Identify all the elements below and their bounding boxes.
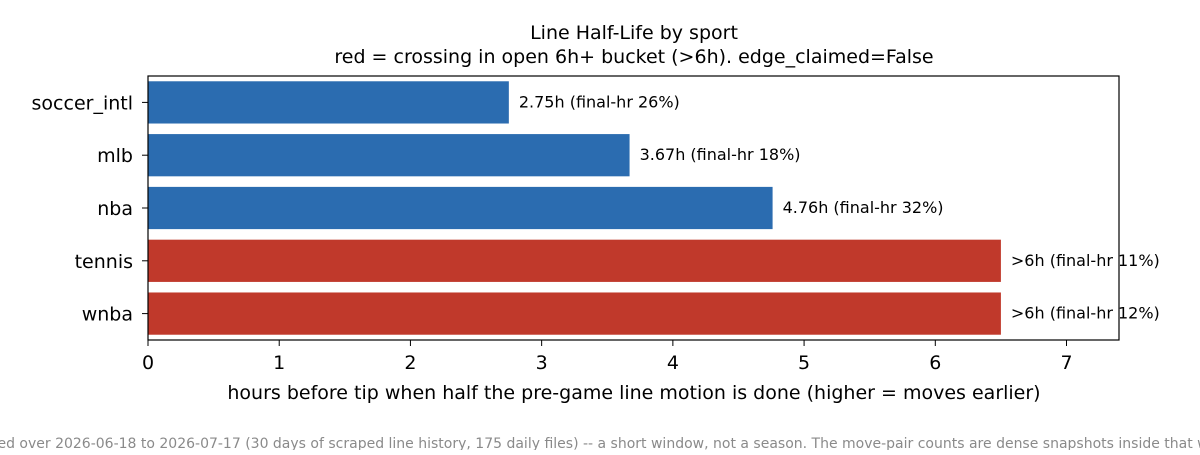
x-tick-label-6: 6 — [929, 352, 941, 374]
x-axis-label: hours before tip when half the pre-game … — [227, 382, 1040, 404]
bar-label-nba: 4.76h (final-hr 32%) — [783, 198, 944, 217]
x-tick-label-4: 4 — [667, 352, 679, 374]
bar-label-mlb: 3.67h (final-hr 18%) — [640, 145, 801, 164]
chart-subtitle: red = crossing in open 6h+ bucket (>6h).… — [334, 46, 933, 68]
y-tick-label-wnba: wnba — [82, 304, 133, 326]
chart-title: Line Half-Life by sport — [530, 22, 738, 44]
footnote: Measured over 2026-06-18 to 2026-07-17 (… — [0, 436, 1200, 450]
bar-wnba — [148, 292, 1001, 335]
x-tick-label-1: 1 — [273, 352, 285, 374]
bar-label-wnba: >6h (final-hr 12%) — [1011, 304, 1160, 323]
y-tick-label-tennis: tennis — [75, 251, 133, 273]
x-tick-label-0: 0 — [142, 352, 154, 374]
y-tick-label-nba: nba — [97, 198, 133, 220]
bar-nba — [148, 186, 773, 230]
y-tick-label-mlb: mlb — [97, 145, 133, 167]
x-tick-label-5: 5 — [798, 352, 810, 374]
plot-area: 2.75h (final-hr 26%) soccer_intl 3.67h (fi… — [32, 81, 1160, 374]
y-tick-label-soccer_intl: soccer_intl — [32, 92, 133, 114]
bar-mlb — [148, 134, 630, 177]
bar-soccer_intl — [148, 81, 509, 124]
x-tick-label-2: 2 — [404, 352, 416, 374]
x-tick-label-7: 7 — [1060, 352, 1072, 374]
bar-label-tennis: >6h (final-hr 11%) — [1011, 251, 1160, 270]
plot-frame — [147, 75, 1120, 341]
x-tick-label-3: 3 — [536, 352, 548, 374]
bar-tennis — [148, 239, 1001, 282]
bar-label-soccer_intl: 2.75h (final-hr 26%) — [519, 92, 680, 111]
